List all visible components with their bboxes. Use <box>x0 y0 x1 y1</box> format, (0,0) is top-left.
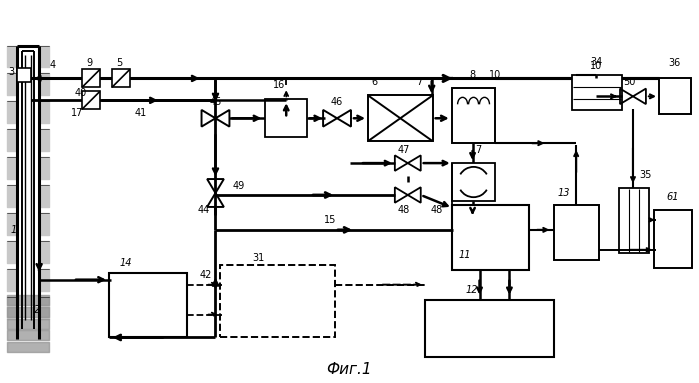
FancyBboxPatch shape <box>572 75 622 110</box>
FancyBboxPatch shape <box>425 300 554 357</box>
Text: 50: 50 <box>623 77 635 87</box>
FancyBboxPatch shape <box>368 95 433 141</box>
Text: 40: 40 <box>75 88 87 98</box>
Text: 36: 36 <box>669 59 681 69</box>
Text: 47: 47 <box>398 145 410 155</box>
FancyBboxPatch shape <box>452 205 529 270</box>
Text: 42: 42 <box>199 270 212 280</box>
Text: 41: 41 <box>135 108 147 118</box>
Text: 4: 4 <box>50 61 56 70</box>
FancyBboxPatch shape <box>17 69 31 82</box>
Text: Фиг.1: Фиг.1 <box>326 362 372 377</box>
Text: 34: 34 <box>590 57 603 67</box>
Text: 1: 1 <box>10 225 16 235</box>
FancyBboxPatch shape <box>452 163 496 201</box>
Text: 10: 10 <box>590 61 603 72</box>
Text: 35: 35 <box>640 170 652 180</box>
Text: 10: 10 <box>489 70 502 80</box>
Text: 8: 8 <box>470 70 475 80</box>
Text: 31: 31 <box>252 253 264 263</box>
FancyBboxPatch shape <box>112 69 130 87</box>
Text: 44: 44 <box>197 205 210 215</box>
FancyBboxPatch shape <box>452 88 496 143</box>
FancyBboxPatch shape <box>266 99 307 137</box>
Text: 61: 61 <box>667 192 679 202</box>
FancyBboxPatch shape <box>82 92 100 109</box>
Text: 17: 17 <box>71 108 83 118</box>
Text: 12: 12 <box>466 285 478 295</box>
Text: 7: 7 <box>417 77 423 87</box>
Text: 49: 49 <box>232 181 245 191</box>
Text: 6: 6 <box>372 77 378 87</box>
FancyBboxPatch shape <box>109 273 187 337</box>
Text: 7: 7 <box>475 145 482 155</box>
Text: 9: 9 <box>86 59 92 69</box>
Text: 48: 48 <box>398 205 410 215</box>
Text: 14: 14 <box>120 258 132 268</box>
FancyBboxPatch shape <box>619 188 649 253</box>
Text: 48: 48 <box>431 205 442 215</box>
Text: 46: 46 <box>331 97 343 107</box>
FancyBboxPatch shape <box>659 79 691 114</box>
Text: 2: 2 <box>34 304 41 314</box>
Text: 16: 16 <box>273 80 285 90</box>
FancyBboxPatch shape <box>554 205 599 260</box>
Text: 11: 11 <box>459 250 471 260</box>
Text: 13: 13 <box>558 188 570 198</box>
FancyBboxPatch shape <box>654 210 692 268</box>
Text: 3: 3 <box>8 67 14 77</box>
Text: 5: 5 <box>116 59 122 69</box>
Text: 45: 45 <box>209 97 222 107</box>
FancyBboxPatch shape <box>82 69 100 87</box>
FancyBboxPatch shape <box>220 265 335 337</box>
Text: 15: 15 <box>324 215 336 225</box>
